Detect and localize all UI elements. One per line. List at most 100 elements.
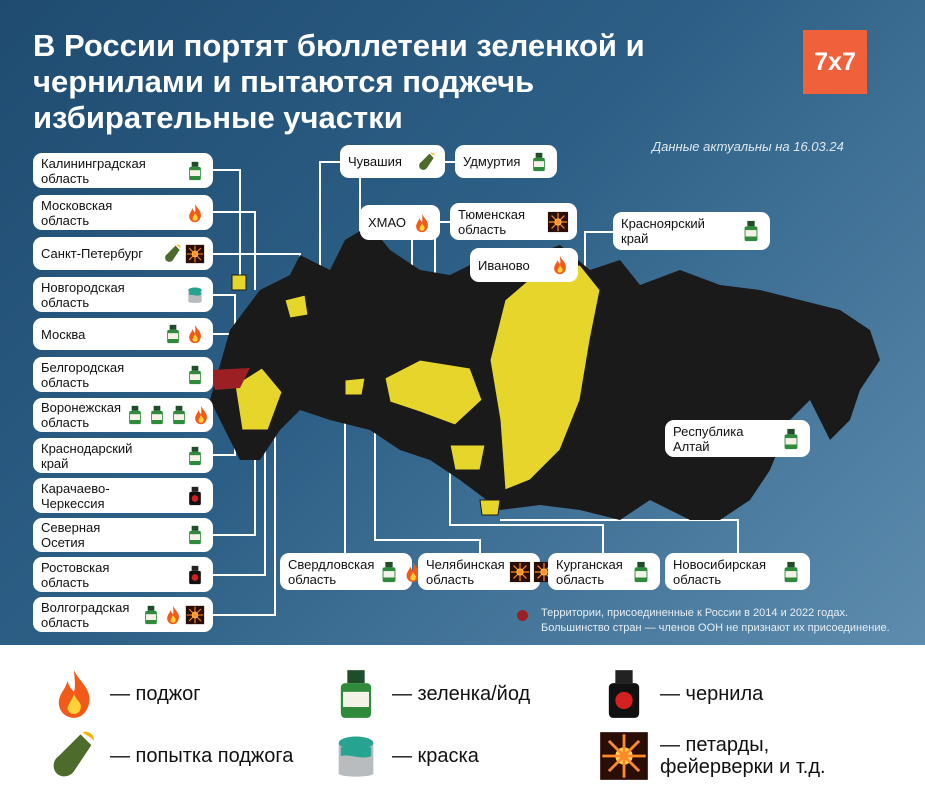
region-label: Калининградская область	[33, 153, 213, 188]
annexed-color-dot	[517, 610, 528, 621]
green-bottle-icon	[173, 405, 185, 425]
incident-icons	[780, 428, 802, 450]
green-bottle-icon	[189, 446, 201, 465]
region-name: Красноярский край	[621, 216, 705, 246]
region-name: Удмуртия	[463, 154, 521, 169]
region-label: Республика Алтай	[665, 420, 810, 457]
incident-icons	[417, 152, 437, 172]
logo: 7x7	[803, 30, 867, 94]
incident-icons	[185, 203, 205, 223]
region-name: Иваново	[478, 257, 530, 273]
green-bottle-icon	[744, 220, 758, 242]
legend-label: — попытка поджога	[110, 745, 294, 767]
fireworks-icon	[600, 732, 648, 780]
incident-icons	[547, 211, 569, 233]
region-label: Воронежская область	[33, 398, 213, 432]
incident-icons	[163, 244, 205, 264]
incident-icons	[185, 446, 205, 466]
region-name: Белгородская область	[41, 359, 125, 390]
region-label: Новгородская область	[33, 277, 213, 312]
region-name: Карачаево- Черкессия	[41, 480, 110, 511]
region-label: Карачаево- Черкессия	[33, 478, 213, 513]
green-bottle-icon	[189, 365, 201, 384]
incident-icons	[163, 324, 205, 344]
region-name: Чувашия	[348, 154, 402, 169]
region-name: Краснодарский край	[41, 440, 133, 471]
region-label: Санкт-Петербург	[33, 237, 213, 270]
region-label: Краснодарский край	[33, 438, 213, 473]
region-name: Воронежская область	[41, 400, 122, 430]
region-label: Красноярский край	[613, 212, 770, 250]
green-bottle-icon	[784, 428, 798, 449]
region-name: Новгородская область	[41, 279, 125, 310]
fireworks-icon	[185, 605, 205, 624]
region-name: Челябинская область	[426, 556, 505, 587]
legend-item: — чернила	[598, 668, 763, 720]
region-label: Челябинская область	[418, 553, 554, 590]
region-label: Свердловская область	[280, 553, 469, 590]
legend-item: — поджог	[48, 668, 201, 720]
incident-icons	[185, 365, 205, 385]
legend-item: — зеленка/йод	[330, 668, 530, 720]
page-title: В России портят бюллетени зеленкой и чер…	[33, 28, 645, 135]
region-name: Московская область	[41, 197, 113, 228]
region-label: Волгоградская область	[33, 597, 213, 632]
incident-icons	[141, 605, 205, 625]
annex-note: Территории, присоединенные к России в 20…	[517, 606, 917, 636]
green-bottle-icon	[634, 561, 648, 582]
annexed-territories	[210, 368, 250, 390]
incident-icons	[185, 565, 205, 585]
region-label: Новосибирская область	[665, 553, 810, 590]
legend-item: — краска	[330, 730, 479, 782]
region-label: Тюменская область	[450, 203, 577, 240]
region-label: Курганская область	[548, 553, 660, 590]
legend-label: — зеленка/йод	[392, 683, 531, 705]
incident-icons	[185, 525, 205, 545]
affected-regions	[231, 264, 601, 516]
incident-icons	[529, 152, 549, 172]
legend-label: — поджог	[110, 683, 201, 705]
ink-bottle-icon	[189, 486, 201, 505]
region-label: Иваново	[470, 248, 578, 282]
ink-bottle-icon	[189, 565, 201, 584]
region-name: Новосибирская область	[673, 556, 767, 587]
region-name: Москва	[41, 326, 86, 342]
region-name: Республика Алтай	[673, 423, 744, 454]
fire-icon	[58, 670, 90, 718]
incident-icons	[550, 255, 570, 275]
region-label: Московская область	[33, 195, 213, 230]
fire-icon	[195, 405, 208, 425]
incident-icons	[630, 561, 652, 583]
incident-icons	[185, 285, 205, 305]
legend-item: — попытка поджога	[48, 730, 293, 782]
fire-icon	[554, 255, 566, 275]
region-name: Северная Осетия	[41, 520, 101, 550]
region-label: Москва	[33, 318, 213, 350]
molotov-icon	[419, 152, 435, 170]
region-name: Санкт-Петербург	[41, 246, 143, 261]
legend-label: — петарды, фейерверки и т.д.	[660, 734, 826, 778]
infographic-panel: В России портят бюллетени зеленкой и чер…	[0, 0, 925, 645]
green-bottle-icon	[167, 324, 179, 344]
fireworks-icon	[547, 211, 569, 232]
region-name: ХМАО	[368, 215, 406, 230]
green-bottle-icon	[340, 670, 372, 718]
region-label: Удмуртия	[455, 145, 557, 178]
green-bottle-icon	[151, 405, 163, 425]
region-name: Тюменская область	[458, 206, 526, 237]
region-name: Свердловская область	[288, 556, 375, 587]
incident-icons	[185, 161, 205, 181]
green-bottle-icon	[129, 405, 141, 425]
incident-icons	[740, 220, 762, 242]
incident-icons	[185, 486, 205, 506]
region-label: Белгородская область	[33, 357, 213, 392]
incident-icons	[125, 405, 211, 425]
fire-icon	[189, 203, 201, 222]
legend-item: — петарды, фейерверки и т.д.	[598, 730, 826, 782]
region-name: Калининградская область	[41, 155, 146, 186]
molotov-icon	[165, 244, 181, 262]
fire-icon	[189, 324, 201, 344]
region-label: Чувашия	[340, 145, 445, 178]
green-bottle-icon	[189, 525, 201, 545]
date-note: Данные актуальны на 16.03.24	[652, 139, 844, 154]
